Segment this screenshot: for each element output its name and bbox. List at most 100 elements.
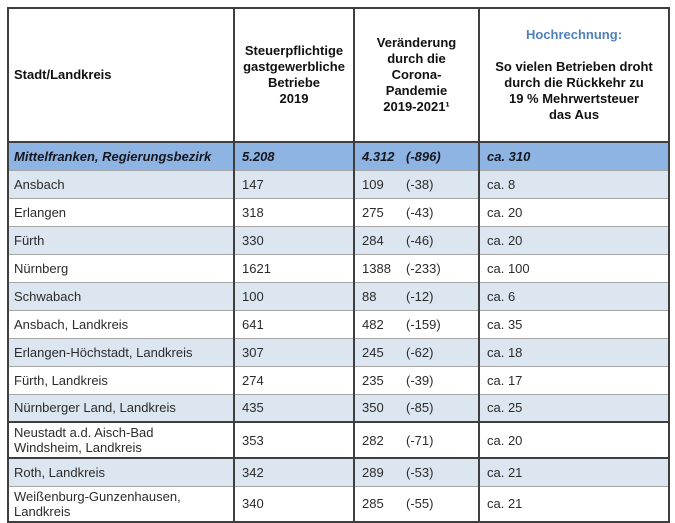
projection-cell: ca. 18 [478, 337, 669, 366]
change-value: 235 [362, 372, 384, 388]
change-value: 1388 [362, 260, 391, 276]
projection-cell: ca. 6 [478, 281, 669, 310]
projection-cell: ca. 310 [478, 142, 669, 170]
change-cell: 235 (-39) [353, 365, 479, 394]
change-value: 275 [362, 204, 384, 220]
table-row: Fürth, Landkreis 274 235 (-39) ca. 17 [8, 365, 669, 394]
col-header-change: Veränderung durch die Corona- Pandemie 2… [353, 8, 479, 143]
businesses-2019-cell: 353 [233, 421, 354, 458]
change-delta: (-233) [406, 260, 441, 276]
change-value: 350 [362, 400, 384, 416]
change-delta: (-55) [406, 496, 434, 511]
table-row: Nürnberg 1621 1388 (-233) ca. 100 [8, 253, 669, 282]
change-cell: 482 (-159) [353, 309, 479, 338]
region-cell: Ansbach, Landkreis [8, 309, 234, 338]
businesses-2019-cell: 330 [233, 225, 354, 254]
change-delta: (-38) [406, 176, 434, 192]
col-header-businesses-2019: Steuerpflichtige gastgewerbliche Betrieb… [233, 8, 354, 143]
change-delta: (-39) [406, 372, 434, 388]
businesses-2019-cell: 435 [233, 393, 354, 422]
change-value: 245 [362, 344, 384, 360]
projection-cell: ca. 20 [478, 225, 669, 254]
statistics-table: Stadt/Landkreis Steuerpflichtige gastgew… [7, 7, 670, 523]
col-header-projection: Hochrechnung: So vielen Betrieben droht … [478, 8, 669, 143]
businesses-2019-cell: 1621 [233, 253, 354, 282]
projection-cell: ca. 20 [478, 421, 669, 458]
projection-cell: ca. 17 [478, 365, 669, 394]
businesses-2019-cell: 274 [233, 365, 354, 394]
businesses-2019-cell: 342 [233, 457, 354, 486]
change-delta: (-71) [406, 432, 434, 448]
projection-cell: ca. 20 [478, 197, 669, 226]
change-cell: 1388 (-233) [353, 253, 479, 282]
change-cell: 109 (-38) [353, 169, 479, 198]
table-row: Neustadt a.d. Aisch-Bad Windsheim, Landk… [8, 421, 669, 458]
projection-cell: ca. 21 [478, 485, 669, 522]
change-cell: 245 (-62) [353, 337, 479, 366]
change-delta: (-85) [406, 400, 434, 416]
change-value: 88 [362, 288, 377, 304]
projection-header-title: Hochrechnung: [525, 27, 623, 42]
change-value: 289 [362, 464, 384, 480]
change-cell: 350 (-85) [353, 393, 479, 422]
change-cell: 284 (-46) [353, 225, 479, 254]
businesses-2019-cell: 641 [233, 309, 354, 338]
change-delta: (-62) [406, 344, 434, 360]
change-cell: 88 (-12) [353, 281, 479, 310]
table-row: Erlangen-Höchstadt, Landkreis 307 245 (-6… [8, 337, 669, 366]
change-value: 282 [362, 432, 384, 448]
statistics-table-container: Stadt/Landkreis Steuerpflichtige gastgew… [7, 7, 670, 523]
change-cell: 285 (-55) [353, 485, 479, 522]
region-cell: Mittelfranken, Regierungsbezirk [8, 142, 234, 170]
region-cell: Erlangen-Höchstadt, Landkreis [8, 337, 234, 366]
region-cell: Neustadt a.d. Aisch-Bad Windsheim, Landk… [8, 421, 234, 458]
businesses-2019-cell: 147 [233, 169, 354, 198]
projection-cell: ca. 8 [478, 169, 669, 198]
table-row: Ansbach 147 109 (-38) ca. 8 [8, 169, 669, 198]
region-cell: Fürth, Landkreis [8, 365, 234, 394]
change-cell: 289 (-53) [353, 457, 479, 486]
businesses-2019-cell: 307 [233, 337, 354, 366]
businesses-2019-cell: 100 [233, 281, 354, 310]
table-header-row: Stadt/Landkreis Steuerpflichtige gastgew… [8, 8, 669, 143]
table-row: Roth, Landkreis 342 289 (-53) ca. 21 [8, 457, 669, 486]
change-value: 482 [362, 316, 384, 332]
change-cell: 275 (-43) [353, 197, 479, 226]
change-value: 284 [362, 232, 384, 248]
region-cell: Nürnberg [8, 253, 234, 282]
table-row: Erlangen 318 275 (-43) ca. 20 [8, 197, 669, 226]
table-row: Weißenburg-Gunzenhausen, Landkreis 340 2… [8, 485, 669, 522]
table-row: Fürth 330 284 (-46) ca. 20 [8, 225, 669, 254]
businesses-2019-cell: 340 [233, 485, 354, 522]
projection-cell: ca. 21 [478, 457, 669, 486]
change-delta: (-12) [406, 288, 434, 304]
region-cell: Ansbach [8, 169, 234, 198]
projection-header-subtitle: So vielen Betrieben droht durch die Rück… [495, 59, 653, 122]
change-cell: 282 (-71) [353, 421, 479, 458]
summary-row: Mittelfranken, Regierungsbezirk 5.208 4.… [8, 142, 669, 170]
change-delta: (-46) [406, 232, 434, 248]
change-delta: (-43) [406, 204, 434, 220]
col-header-region: Stadt/Landkreis [8, 8, 234, 143]
region-cell: Fürth [8, 225, 234, 254]
table-row: Ansbach, Landkreis 641 482 (-159) ca. 35 [8, 309, 669, 338]
change-value: 109 [362, 176, 384, 192]
change-delta: (-53) [406, 464, 434, 480]
table-row: Nürnberger Land, Landkreis 435 350 (-85) … [8, 393, 669, 422]
change-value: 4.312 [362, 148, 395, 164]
region-cell: Erlangen [8, 197, 234, 226]
businesses-2019-cell: 5.208 [233, 142, 354, 170]
projection-cell: ca. 35 [478, 309, 669, 338]
region-cell: Roth, Landkreis [8, 457, 234, 486]
region-cell: Weißenburg-Gunzenhausen, Landkreis [8, 485, 234, 522]
region-cell: Nürnberger Land, Landkreis [8, 393, 234, 422]
change-delta: (-159) [406, 316, 441, 332]
table-row: Schwabach 100 88 (-12) ca. 6 [8, 281, 669, 310]
projection-cell: ca. 25 [478, 393, 669, 422]
projection-cell: ca. 100 [478, 253, 669, 282]
businesses-2019-cell: 318 [233, 197, 354, 226]
region-cell: Schwabach [8, 281, 234, 310]
change-value: 285 [362, 496, 384, 511]
change-cell: 4.312 (-896) [353, 142, 479, 170]
change-delta: (-896) [406, 148, 441, 164]
